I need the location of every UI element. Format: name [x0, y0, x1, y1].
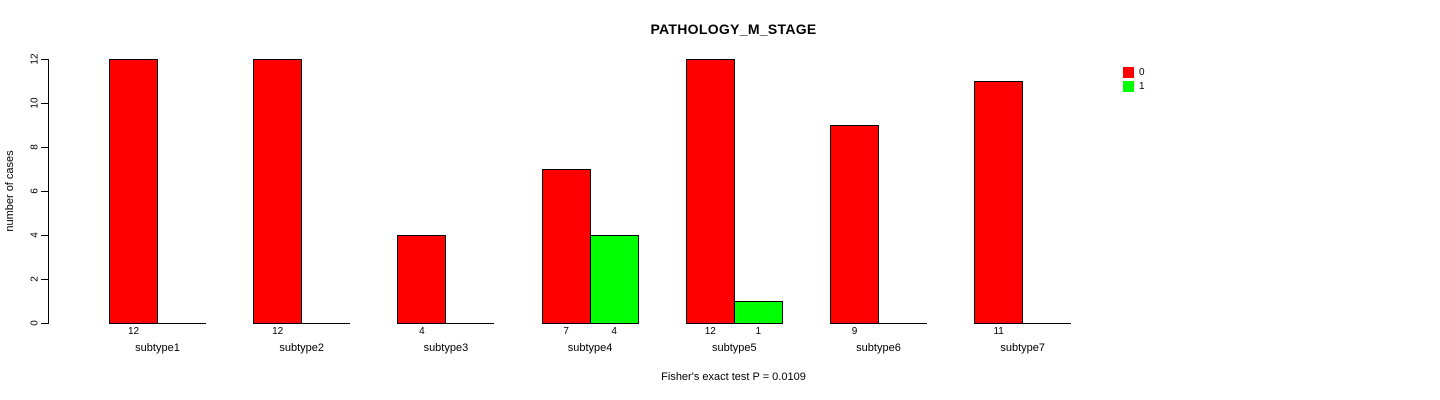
- chart-title: PATHOLOGY_M_STAGE: [650, 21, 817, 37]
- y-tick-label: 6: [29, 188, 41, 194]
- bar-0-subtype7: [974, 81, 1024, 324]
- y-tick: [41, 279, 48, 280]
- y-tick: [41, 147, 48, 148]
- bar-0-subtype4: [541, 169, 591, 324]
- bar-count-label: 11: [993, 326, 1004, 337]
- category-label: subtype6: [856, 342, 901, 354]
- category-label: subtype5: [711, 342, 757, 354]
- legend-swatch-red: [1123, 66, 1134, 78]
- category-label: subtype2: [279, 342, 325, 354]
- y-tick: [41, 103, 48, 104]
- bar-0-subtype6: [830, 125, 879, 324]
- legend: 0 1: [1123, 65, 1145, 93]
- bar-1-subtype5: [733, 301, 783, 324]
- bar-0-subtype1: [109, 59, 158, 324]
- y-tick: [41, 323, 48, 324]
- bar-0-subtype5: [685, 59, 735, 324]
- legend-swatch-green: [1123, 80, 1134, 92]
- y-axis-line: [48, 59, 49, 324]
- y-tick: [41, 59, 48, 60]
- bar-0-subtype2: [253, 59, 303, 324]
- bar-0-subtype3: [397, 235, 447, 324]
- bar-count-label: 12: [272, 326, 284, 337]
- category-label: subtype1: [135, 342, 180, 354]
- legend-item-0: 0: [1123, 65, 1145, 79]
- y-tick: [41, 191, 48, 192]
- y-tick-label: 0: [29, 320, 41, 326]
- category-label: subtype3: [423, 342, 469, 354]
- legend-label-0: 0: [1139, 66, 1145, 78]
- y-tick-label: 2: [29, 276, 41, 282]
- y-tick-label: 8: [29, 144, 41, 150]
- y-tick-label: 10: [29, 97, 41, 109]
- bar-count-label: 4: [611, 326, 617, 337]
- bar-count-label: 12: [127, 326, 140, 337]
- bar-count-label: 9: [851, 326, 858, 337]
- y-axis-label: number of cases: [4, 150, 16, 232]
- annotation-text: Fisher's exact test P = 0.0109: [661, 371, 806, 383]
- bar-count-label: 12: [704, 326, 716, 337]
- category-label: subtype4: [567, 342, 613, 354]
- y-tick-label: 4: [29, 232, 41, 238]
- bar-count-label: 1: [755, 326, 762, 337]
- y-tick-label: 12: [29, 53, 41, 65]
- bar-count-label: 7: [563, 326, 569, 337]
- bar-count-label: 4: [419, 326, 425, 337]
- bar-1-subtype4: [589, 235, 639, 324]
- category-label: subtype7: [1000, 342, 1046, 354]
- y-tick: [41, 235, 48, 236]
- legend-label-1: 1: [1139, 80, 1145, 92]
- legend-item-1: 1: [1123, 79, 1145, 93]
